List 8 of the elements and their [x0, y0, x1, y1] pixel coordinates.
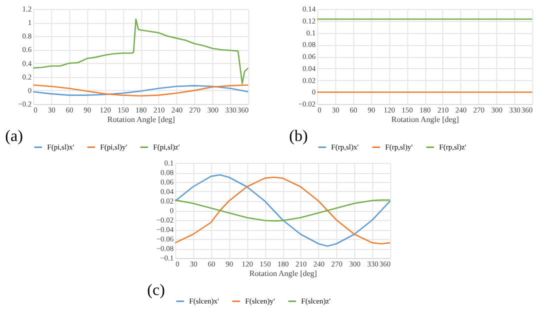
- line-series: [32, 18, 249, 84]
- x-axis-title: Rotation Angle [deg]: [249, 269, 318, 278]
- line-series: [174, 199, 391, 222]
- text: (a): [5, 128, 23, 145]
- x-axis-title: Rotation Angle [deg]: [391, 115, 460, 124]
- text: (b): [289, 128, 308, 145]
- text: (c): [147, 282, 165, 299]
- x-axis-title: Rotation Angle [deg]: [107, 115, 176, 124]
